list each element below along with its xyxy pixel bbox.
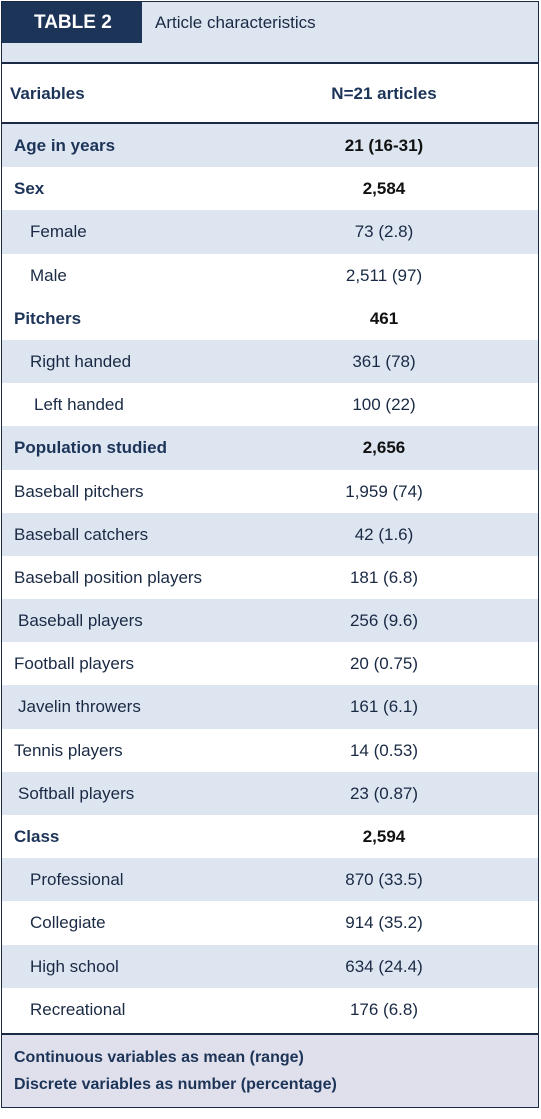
row-label: Collegiate xyxy=(30,913,106,933)
row-label: Pitchers xyxy=(14,308,82,328)
table-title: Article characteristics xyxy=(155,13,316,32)
table-label-badge: TABLE 2 xyxy=(2,2,142,43)
row-value: 2,594 xyxy=(362,827,406,846)
table-row: Recreational 176 (6.8) xyxy=(2,988,538,1031)
table-row: Tennis players 14 (0.53) xyxy=(2,729,538,772)
table-row: Female 73 (2.8) xyxy=(2,210,538,254)
table-row: Javelin throwers 161 (6.1) xyxy=(2,685,538,729)
row-value: 73 (2.8) xyxy=(354,222,414,242)
row-value: 100 (22) xyxy=(352,395,416,415)
row-label: Male xyxy=(30,265,67,285)
row-value: 181 (6.8) xyxy=(349,567,419,587)
table-row: Sex 2,584 xyxy=(2,167,538,210)
row-value: 23 (0.87) xyxy=(349,783,419,803)
row-value: 256 (9.6) xyxy=(349,611,419,631)
row-label: Javelin throwers xyxy=(18,697,141,717)
row-label: Tennis players xyxy=(14,740,123,760)
row-label: Class xyxy=(14,827,60,846)
column-header-count: N=21 articles xyxy=(331,84,437,103)
table-row: Baseball players 256 (9.6) xyxy=(2,599,538,643)
row-value: 2,656 xyxy=(362,438,406,458)
table-row: Right handed 361 (78) xyxy=(2,339,538,384)
row-label: Baseball players xyxy=(18,611,143,631)
row-value: 2,584 xyxy=(362,179,406,199)
row-label: Right handed xyxy=(30,351,132,371)
table-row: Population studied 2,656 xyxy=(2,426,538,470)
row-label: Baseball catchers xyxy=(14,524,149,544)
table-row: Age in years 21 (16-31) xyxy=(2,124,538,168)
table-body: Age in years 21 (16-31) Sex 2,584 Female… xyxy=(2,124,538,1031)
row-label: Left handed xyxy=(34,395,124,415)
row-value: 21 (16-31) xyxy=(344,136,424,155)
row-value: 42 (1.6) xyxy=(354,524,414,544)
row-label: Football players xyxy=(14,654,135,674)
column-header-variables: Variables xyxy=(10,84,85,103)
table-row: Professional 870 (33.5) xyxy=(2,858,538,902)
row-value: 461 xyxy=(369,308,399,328)
table-row: Football players 20 (0.75) xyxy=(2,642,538,685)
row-label: High school xyxy=(30,956,119,976)
row-value: 1,959 (74) xyxy=(345,481,423,501)
table-row: Softball players 23 (0.87) xyxy=(2,771,538,815)
row-value: 914 (35.2) xyxy=(345,913,423,933)
row-value: 634 (24.4) xyxy=(345,956,423,976)
row-value: 176 (6.8) xyxy=(349,999,419,1019)
table-footnotes: Continuous variables as mean (range) Dis… xyxy=(2,1033,538,1107)
row-value: 161 (6.1) xyxy=(349,697,419,717)
table-row: Male 2,511 (97) xyxy=(2,254,538,297)
row-label: Baseball pitchers xyxy=(14,481,144,501)
table-row: Baseball position players 181 (6.8) xyxy=(2,556,538,599)
row-value: 870 (33.5) xyxy=(345,870,423,890)
row-value: 20 (0.75) xyxy=(349,654,419,674)
table-row: Left handed 100 (22) xyxy=(2,383,538,426)
column-header-row: Variables N=21 articles xyxy=(2,62,538,124)
row-label: Softball players xyxy=(18,783,135,803)
row-value: 14 (0.53) xyxy=(349,740,419,760)
table-row: High school 634 (24.4) xyxy=(2,944,538,988)
table-row: Pitchers 461 xyxy=(2,297,538,340)
row-label: Age in years xyxy=(14,136,116,155)
row-label: Sex xyxy=(14,179,45,199)
table-row: Baseball catchers 42 (1.6) xyxy=(2,512,538,556)
row-value: 361 (78) xyxy=(352,351,416,371)
row-label: Professional xyxy=(30,870,124,890)
table-row: Class 2,594 xyxy=(2,815,538,858)
row-label: Recreational xyxy=(30,999,126,1019)
table-header: TABLE 2 Article characteristics xyxy=(2,2,538,62)
row-label: Female xyxy=(30,222,87,242)
table-row: Baseball pitchers 1,959 (74) xyxy=(2,470,538,513)
row-label: Population studied xyxy=(14,438,167,458)
row-value: 2,511 (97) xyxy=(345,265,423,285)
footnote-continuous: Continuous variables as mean (range) xyxy=(14,1049,304,1066)
table-row: Collegiate 914 (35.2) xyxy=(2,901,538,944)
footnote-discrete: Discrete variables as number (percentage… xyxy=(14,1076,337,1093)
row-label: Baseball position players xyxy=(14,567,203,587)
